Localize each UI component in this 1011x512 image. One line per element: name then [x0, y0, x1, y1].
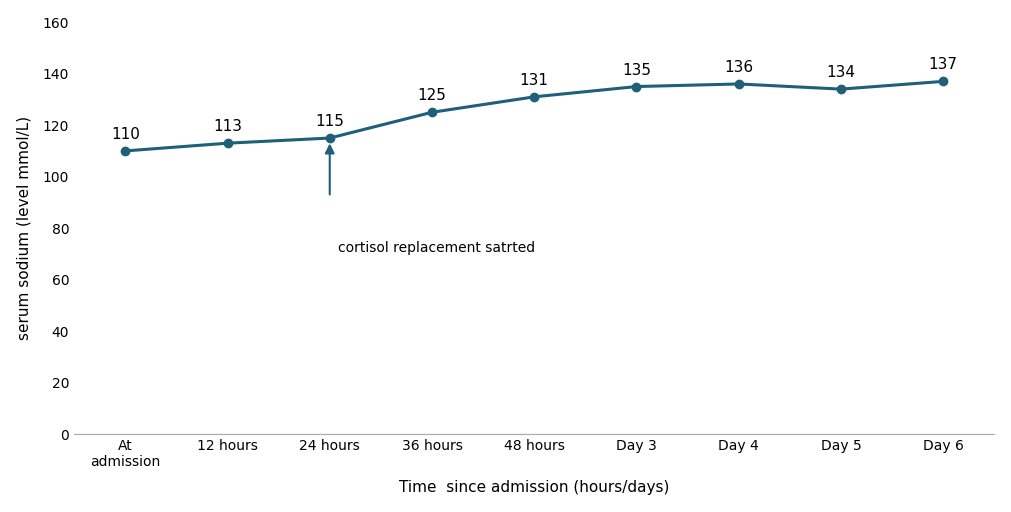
- Text: 110: 110: [111, 127, 140, 142]
- Text: 113: 113: [213, 119, 242, 134]
- Text: 125: 125: [418, 88, 447, 103]
- Text: 131: 131: [520, 73, 549, 88]
- Text: 137: 137: [929, 57, 957, 72]
- Text: 135: 135: [622, 62, 651, 77]
- Y-axis label: serum sodium (level mmol/L): serum sodium (level mmol/L): [16, 116, 31, 340]
- X-axis label: Time  since admission (hours/days): Time since admission (hours/days): [399, 480, 669, 495]
- Text: 136: 136: [724, 60, 753, 75]
- Text: 115: 115: [315, 114, 344, 129]
- Text: cortisol replacement satrted: cortisol replacement satrted: [338, 241, 535, 255]
- Text: 134: 134: [826, 65, 855, 80]
